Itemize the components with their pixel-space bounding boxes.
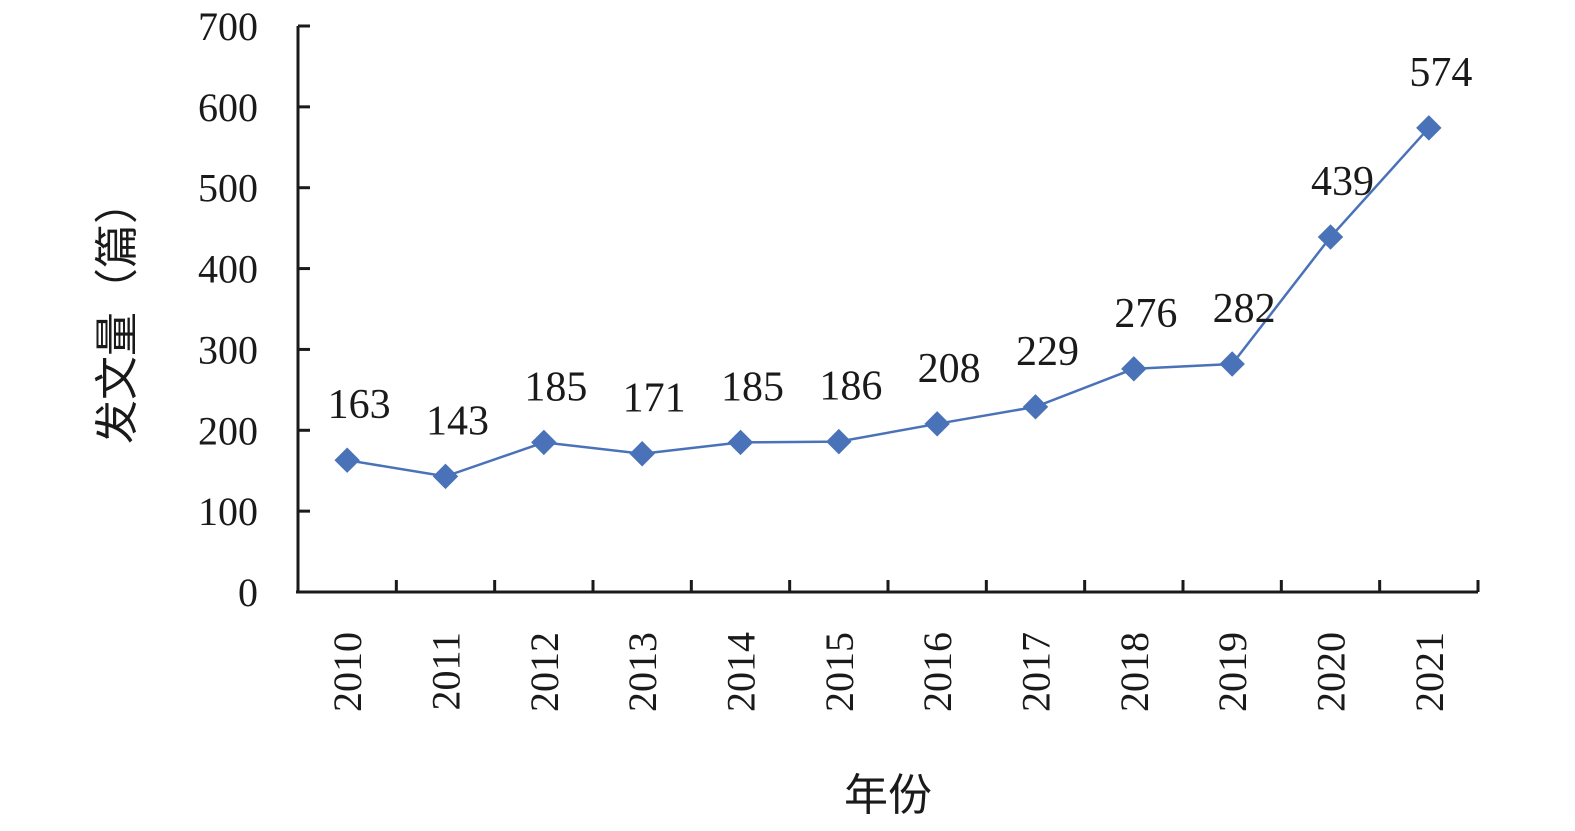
x-ticks: 2010 2011 2012 2013 2014 2015 2016 2017 2018 2019… [325,580,1480,712]
data-label: 186 [819,364,882,410]
y-tick-label: 500 [198,166,258,211]
y-ticks: 0 100 200 300 400 500 600 700 [198,4,310,615]
data-point [1416,115,1442,141]
y-tick-label: 400 [198,247,258,292]
data-label: 171 [623,376,686,422]
y-tick-label: 700 [198,4,258,49]
data-label: 229 [1016,329,1079,375]
y-tick-label: 100 [198,489,258,534]
y-tick-label: 200 [198,408,258,453]
data-label: 185 [524,364,587,410]
data-label: 185 [721,364,784,410]
data-point [629,441,655,467]
data-point [1121,356,1147,382]
data-labels: 163 143 185 171 185 186 208 229 276 282 439 574 [328,50,1473,444]
x-tick-label: 2012 [522,632,567,712]
data-label: 276 [1114,291,1177,337]
y-tick-label: 600 [198,85,258,130]
y-axis-title: 发文量（篇） [92,180,143,444]
data-point [924,411,950,437]
x-tick-label: 2016 [915,632,960,712]
data-label: 143 [426,398,489,444]
x-tick-label: 2018 [1112,632,1157,712]
data-point [1317,224,1344,250]
data-label: 208 [918,346,981,392]
x-tick-label: 2015 [817,632,862,712]
x-axis-title: 年份 [844,770,932,821]
data-point [1219,351,1245,377]
y-tick-label: 300 [198,327,258,372]
data-label: 574 [1409,50,1472,96]
x-tick-label: 2020 [1309,632,1354,712]
x-tick-label: 2019 [1210,632,1255,712]
x-tick-label: 2021 [1407,632,1452,712]
y-axis: 0 100 200 300 400 500 600 700 [198,4,310,615]
x-tick-label: 2017 [1014,632,1059,712]
data-point [432,463,459,490]
series-layer [334,115,1442,490]
data-point [727,429,754,456]
x-axis: 2010 2011 2012 2013 2014 2015 2016 2017 2018 2019… [296,580,1480,712]
x-tick-label: 2014 [719,632,764,712]
x-tick-label: 2011 [424,632,469,711]
series-line [346,127,1430,478]
data-point [334,447,360,473]
data-point [1022,394,1049,420]
data-label: 439 [1311,159,1374,205]
data-point [531,429,557,456]
x-tick-label: 2010 [325,632,370,712]
x-tick-label: 2013 [620,632,665,712]
data-point [826,428,852,455]
y-tick-label: 0 [238,570,258,615]
data-label: 282 [1213,286,1276,332]
data-label: 163 [328,382,391,428]
